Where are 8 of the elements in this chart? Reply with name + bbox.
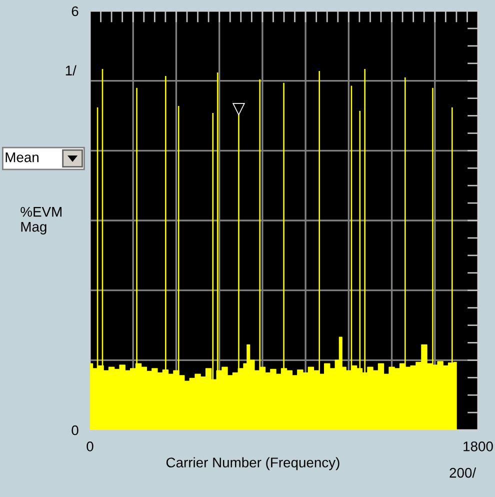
y-axis-title: %EVM Mag [20, 206, 62, 234]
text: 1/ [66, 65, 76, 76]
text: 200/ [450, 468, 476, 478]
annotation: ▽ [232, 102, 246, 116]
y-tick-label: 6 [72, 6, 78, 16]
text: Mean [6, 152, 38, 162]
x-axis-title: Carrier Number (Frequency) [166, 457, 340, 470]
x-tick-label: 1800 [464, 441, 493, 452]
